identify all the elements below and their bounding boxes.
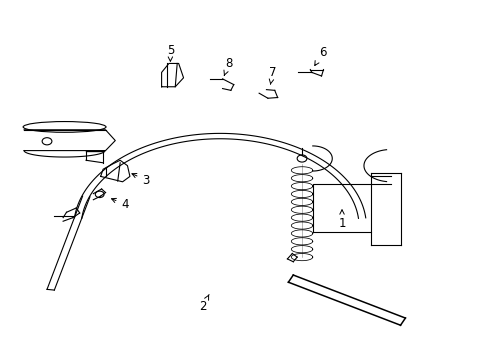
- Text: 3: 3: [132, 174, 149, 186]
- Text: 7: 7: [268, 66, 276, 85]
- Text: 1: 1: [338, 210, 345, 230]
- Text: 4: 4: [111, 198, 128, 211]
- Text: 2: 2: [199, 294, 209, 313]
- Text: 8: 8: [224, 57, 232, 76]
- Text: 5: 5: [166, 44, 174, 61]
- Text: 6: 6: [314, 46, 325, 66]
